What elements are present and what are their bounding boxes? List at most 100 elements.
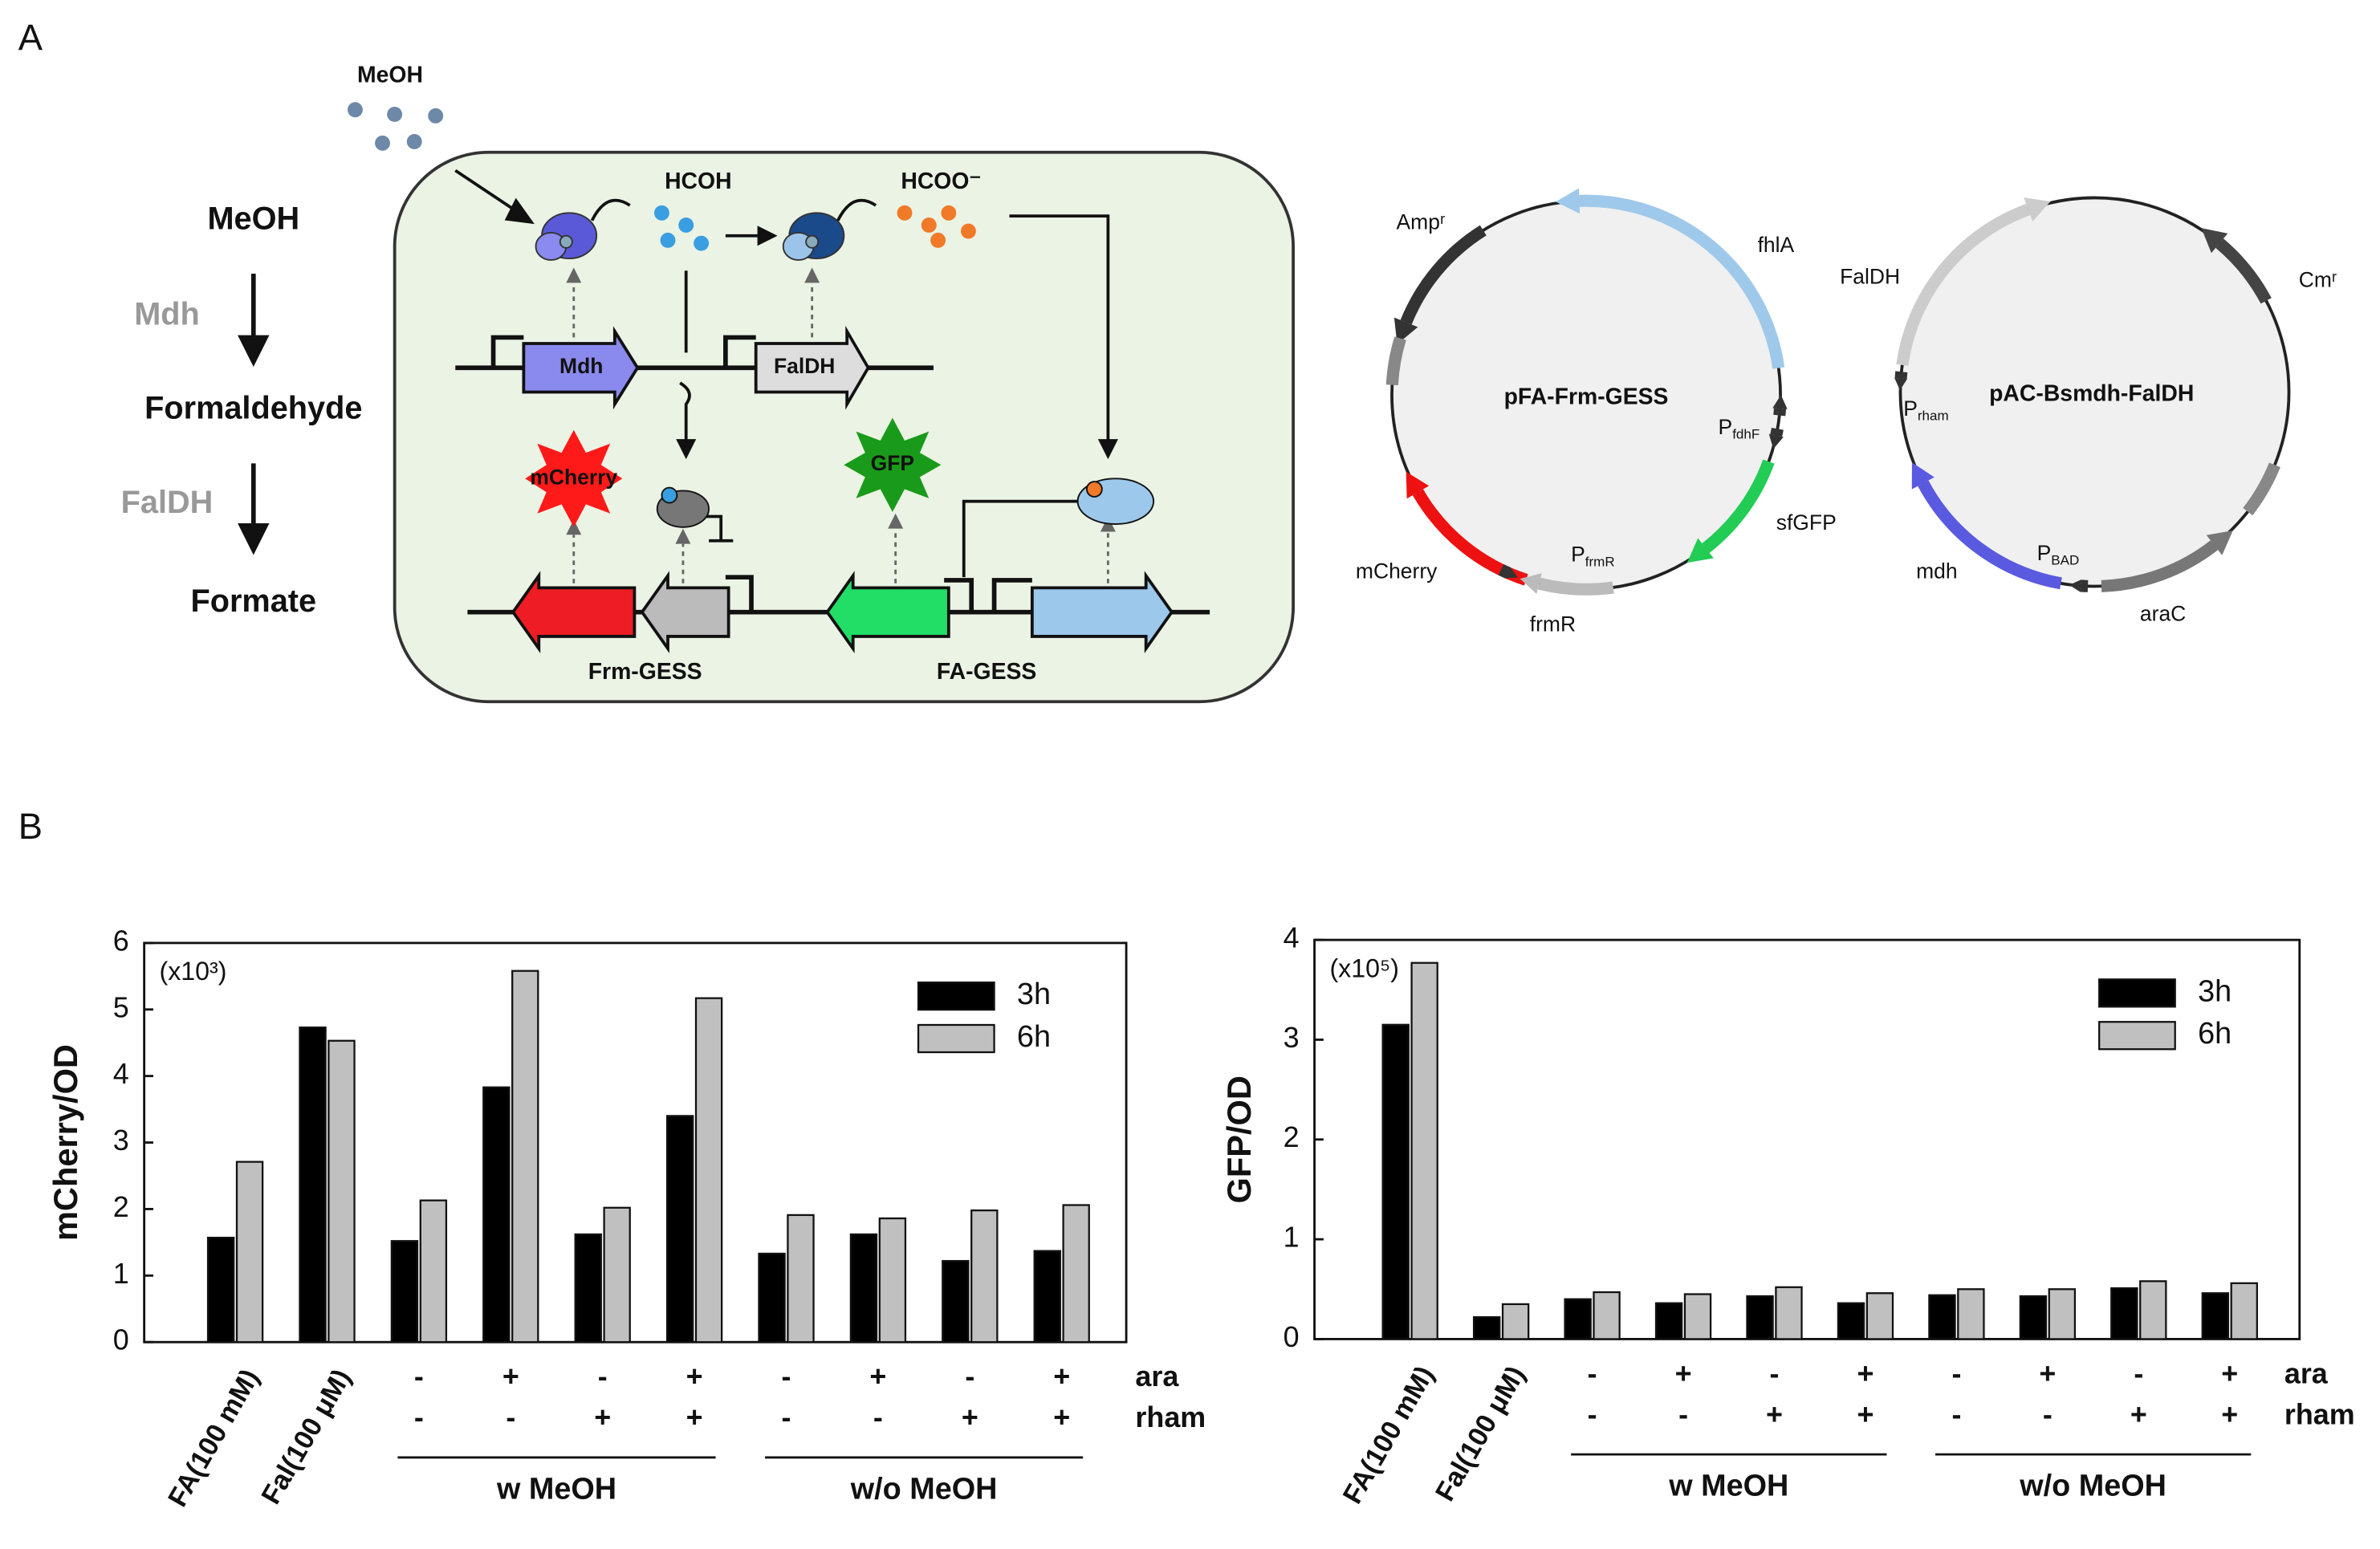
bar	[1564, 1298, 1592, 1340]
bar	[1410, 962, 1438, 1340]
condition-sign: +	[594, 1401, 611, 1433]
condition-sign: -	[2043, 1397, 2052, 1430]
legend-swatch	[917, 1023, 995, 1054]
shape	[675, 528, 691, 544]
panel-label: A	[18, 17, 43, 58]
shape	[1009, 214, 1110, 444]
cell	[393, 150, 1295, 704]
label-main: P	[1903, 396, 1918, 421]
bar	[878, 1217, 907, 1344]
bar	[1654, 1302, 1683, 1340]
plasmid-labels: pFA-Frm-GESS Ampʳ fhlA PfdhF sfGFP PfrmR…	[1356, 210, 2337, 636]
condition-sign: +	[869, 1360, 886, 1392]
feature-label: PfrmR	[1571, 543, 1614, 569]
shape	[661, 486, 678, 504]
plasmid-features	[1385, 188, 2280, 596]
y-axis-label: GFP/OD	[1220, 1075, 1258, 1203]
group-label: w/o MeOH	[2019, 1470, 2166, 1503]
bar	[235, 1161, 264, 1344]
legend-label: 3h	[1017, 978, 1051, 1011]
y-tick-label: 1	[1284, 1221, 1300, 1254]
bar	[1062, 1204, 1090, 1344]
shape	[825, 571, 950, 653]
label-main: P	[2037, 541, 2052, 565]
feature-arrowhead	[1772, 394, 1788, 409]
bar	[1928, 1294, 1956, 1340]
feature-arrowhead	[1768, 433, 1784, 449]
feature-arrowhead	[1504, 567, 1519, 579]
condition-sign: +	[1053, 1360, 1070, 1392]
shape	[921, 218, 937, 233]
shape	[490, 335, 524, 368]
shape	[504, 197, 535, 225]
shape	[888, 513, 904, 529]
shape	[511, 571, 637, 653]
bar	[970, 1209, 999, 1344]
feature-arrowhead	[2024, 197, 2051, 222]
condition-sign: -	[1770, 1356, 1780, 1389]
pathway-text: MeOH	[207, 201, 299, 236]
shape	[428, 108, 444, 124]
condition-sign: +	[1053, 1401, 1070, 1433]
feature-arrowhead	[1911, 462, 1935, 490]
condition-sign: +	[2039, 1356, 2056, 1389]
y-tick-label: 1	[113, 1257, 129, 1290]
y-tick-label: 0	[113, 1323, 129, 1356]
condition-sign: -	[782, 1401, 791, 1433]
multiplier: (x10³)	[160, 957, 227, 986]
bar	[1957, 1288, 1985, 1340]
condition-sign: +	[686, 1360, 703, 1392]
label-sub: frmR	[1585, 554, 1615, 569]
bar	[206, 1236, 235, 1344]
shape	[559, 234, 573, 249]
shape	[676, 439, 697, 460]
bar	[694, 997, 723, 1344]
x-tick-label: FA(100 mM)	[1337, 1361, 1440, 1509]
shape	[930, 232, 946, 248]
y-tick-label: 3	[113, 1124, 129, 1157]
shape	[566, 267, 582, 283]
shape	[991, 578, 1032, 612]
condition-sign: -	[598, 1360, 608, 1392]
condition-sign: -	[782, 1360, 791, 1392]
feature-arrowhead	[1406, 471, 1430, 499]
bar	[299, 1027, 327, 1344]
shape	[836, 198, 877, 222]
cell-text: HCOO⁻	[901, 169, 981, 194]
bar	[1683, 1293, 1712, 1340]
feature-label: FalDH	[1840, 265, 1900, 289]
shape	[238, 335, 270, 368]
feature-arc	[1896, 203, 2031, 366]
y-tick-label: 3	[1284, 1021, 1300, 1054]
group-label: w MeOH	[1668, 1470, 1788, 1503]
reporter-label: mCherry	[530, 465, 617, 489]
y-tick-label: 0	[1284, 1320, 1300, 1353]
bar	[2230, 1282, 2258, 1340]
condition-sign: -	[873, 1401, 883, 1433]
bar	[942, 1259, 970, 1344]
pathway-text: Formaldehyde	[144, 391, 362, 426]
bar	[787, 1214, 815, 1344]
bar	[511, 970, 539, 1344]
feature-label: araC	[2140, 601, 2186, 625]
feature-arrowhead	[2206, 531, 2233, 555]
shape	[960, 223, 976, 239]
bar	[390, 1240, 419, 1344]
feature-arc	[2101, 540, 2219, 592]
feature-arc	[1894, 371, 1908, 380]
feature-label: sfGFP	[1776, 510, 1837, 535]
y-tick-label: 4	[1284, 921, 1300, 954]
shape	[897, 205, 913, 221]
shape	[678, 218, 694, 233]
bar	[758, 1252, 786, 1344]
feature-arrowhead	[1520, 573, 1542, 594]
genes	[511, 325, 1174, 653]
condition-sign: +	[2221, 1397, 2238, 1430]
label-main: P	[1571, 543, 1585, 567]
group-label: w MeOH	[496, 1473, 616, 1506]
bar	[1501, 1303, 1530, 1340]
feature-label: mCherry	[1356, 559, 1438, 583]
feature-label: fhlA	[1758, 233, 1795, 257]
